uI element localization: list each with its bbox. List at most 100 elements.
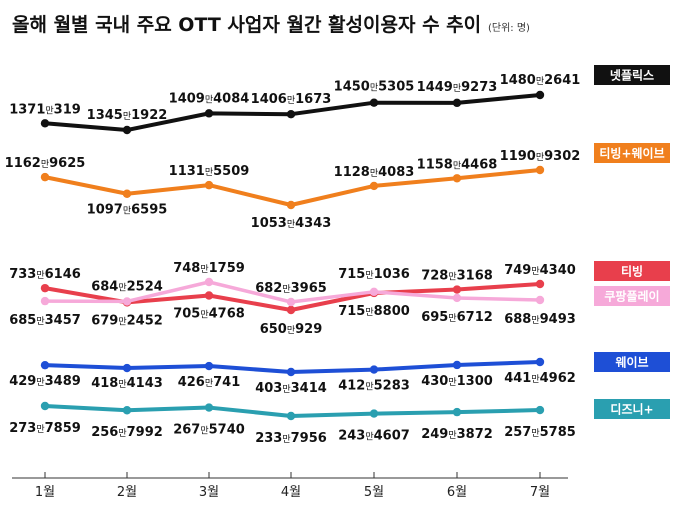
- data-point: [369, 409, 379, 418]
- legend-swatch: [594, 65, 670, 85]
- data-label: 430만1300: [421, 374, 493, 389]
- data-point: [452, 293, 462, 303]
- data-point: [452, 174, 462, 183]
- data-point: [122, 297, 132, 306]
- data-point: [204, 403, 214, 412]
- data-point: [535, 405, 545, 415]
- legend-swatch: [594, 261, 670, 281]
- data-label: 1190만9302: [500, 149, 581, 164]
- data-point: [286, 411, 296, 421]
- data-point: [122, 406, 132, 415]
- data-label: 426만741: [178, 375, 241, 390]
- data-label: 256만7992: [91, 425, 163, 440]
- data-label: 403만3414: [255, 381, 327, 396]
- data-label: 1371만319: [9, 102, 81, 117]
- data-point: [40, 296, 50, 306]
- data-label: 249만3872: [421, 427, 493, 442]
- data-label: 1450만5305: [334, 80, 415, 95]
- legend-label: 웨이브: [615, 355, 648, 370]
- data-point: [204, 361, 214, 371]
- data-label: 728만3168: [421, 269, 493, 284]
- data-label: 418만4143: [91, 376, 163, 391]
- x-tick-label: 3월: [199, 485, 219, 500]
- legend-swatch: [594, 143, 670, 163]
- data-label: 715만1036: [338, 267, 410, 282]
- data-point: [535, 357, 545, 367]
- data-label: 1053만4343: [251, 216, 332, 231]
- data-label: 688만9493: [504, 312, 576, 327]
- data-point: [204, 180, 214, 190]
- data-point: [40, 283, 50, 293]
- data-label: 1345만1922: [87, 108, 168, 123]
- chart-title: 올해 월별 국내 주요 OTT 사업자 월간 활성이용자 수 추이: [12, 14, 481, 36]
- data-point: [122, 363, 132, 373]
- data-label: 1406만1673: [251, 92, 332, 107]
- legend-swatch: [594, 352, 670, 372]
- data-label: 1128만4083: [334, 165, 415, 180]
- data-label: 650만929: [260, 322, 323, 337]
- data-point: [535, 295, 545, 305]
- data-point: [452, 407, 462, 417]
- data-label: 684만2524: [91, 279, 163, 294]
- data-point: [204, 109, 214, 118]
- legend-label: 티빙: [621, 264, 643, 279]
- data-point: [122, 189, 132, 198]
- legend-label: 티빙+웨이브: [599, 146, 664, 161]
- data-label: 1480만2641: [500, 73, 581, 88]
- data-label: 1097만6595: [87, 203, 168, 218]
- data-label: 243만4607: [338, 429, 410, 444]
- data-point: [452, 285, 462, 294]
- data-label: 1409만4084: [169, 91, 250, 106]
- data-label: 273만7859: [9, 421, 81, 436]
- data-point: [286, 200, 296, 210]
- data-point: [122, 125, 132, 135]
- legend-swatch: [594, 286, 670, 306]
- legend-label: 넷플릭스: [610, 68, 654, 83]
- data-point: [204, 291, 214, 300]
- data-label: 685만3457: [9, 313, 81, 328]
- series-layer: [40, 90, 545, 421]
- data-point: [286, 367, 296, 377]
- data-label: 441만4962: [504, 371, 576, 386]
- data-label: 1158만4468: [417, 157, 498, 172]
- data-point: [40, 119, 50, 128]
- data-label: 705만4768: [173, 307, 245, 322]
- x-tick-label: 7월: [530, 485, 550, 500]
- data-label: 267만5740: [173, 423, 245, 438]
- data-point: [40, 360, 50, 370]
- data-label: 749만4340: [504, 263, 576, 278]
- x-tick-label: 6월: [447, 485, 467, 500]
- chart-unit-note: (단위: 명): [488, 21, 530, 34]
- series-line: [43, 168, 542, 207]
- data-point: [369, 365, 379, 374]
- data-point: [535, 165, 545, 175]
- data-label: 679만2452: [91, 313, 163, 328]
- x-tick-label: 5월: [364, 485, 384, 500]
- data-point: [204, 277, 214, 287]
- data-label: 233만7956: [255, 431, 327, 446]
- data-point: [535, 279, 545, 289]
- data-label: 257만5785: [504, 425, 576, 440]
- data-label: 1162만9625: [5, 156, 86, 171]
- data-point: [452, 98, 462, 108]
- data-label: 412만5283: [338, 379, 410, 394]
- data-point: [452, 360, 462, 370]
- x-tick-label: 4월: [281, 485, 301, 500]
- data-point: [369, 181, 379, 191]
- x-tick-label: 2월: [117, 485, 137, 500]
- data-label: 733만6146: [9, 267, 81, 282]
- data-point: [369, 287, 379, 297]
- data-label: 1131만5509: [169, 164, 250, 179]
- data-point: [535, 90, 545, 100]
- data-label: 695만6712: [421, 310, 493, 325]
- data-point: [286, 305, 296, 315]
- data-label: 429만3489: [9, 374, 81, 389]
- legend-swatch: [594, 399, 670, 419]
- legend-label: 쿠팡플레이: [604, 289, 659, 304]
- data-point: [40, 172, 50, 182]
- data-point: [286, 110, 296, 119]
